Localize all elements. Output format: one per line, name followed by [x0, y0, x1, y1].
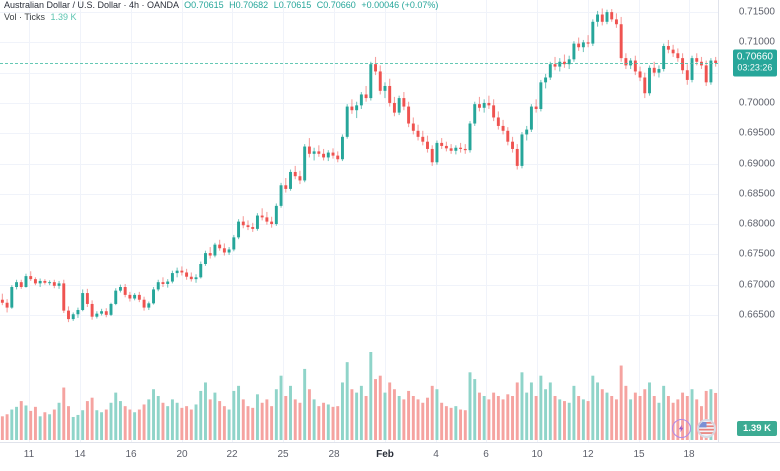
price-scale-label: 0.69000 [738, 158, 775, 169]
ohlc-close: C0.70660 [316, 0, 356, 10]
time-scale-label: 11 [23, 449, 35, 460]
chart-plot-area[interactable] [0, 0, 718, 442]
grid-line-horizontal [0, 163, 718, 165]
grid-line-vertical [436, 0, 437, 442]
time-scale-label: 15 [633, 449, 645, 460]
price-scale-label: 0.71500 [738, 6, 775, 18]
grid-line-horizontal [0, 284, 718, 286]
price-scale-label: 0.67000 [738, 279, 775, 291]
grid-line-vertical [232, 0, 233, 442]
grid-line-horizontal [0, 254, 718, 256]
grid-line-vertical [689, 0, 690, 442]
grid-line-vertical [588, 0, 589, 442]
grid-line-horizontal [0, 12, 718, 14]
candlestick-series [0, 8, 718, 440]
time-scale-label: 10 [531, 449, 543, 460]
price-scale-label: 0.71000 [738, 36, 775, 48]
grid-line-vertical [486, 0, 487, 442]
price-scale-label: 0.70000 [738, 97, 775, 109]
time-scale-label: 28 [328, 449, 340, 460]
time-scale[interactable]: 11 14 16 20 22 25 28 Feb 4 6 10 12 15 18 [0, 442, 780, 471]
time-scale-label: 12 [582, 449, 594, 460]
grid-line-vertical [537, 0, 538, 442]
price-scale-label: 0.69500 [738, 127, 775, 139]
grid-line-vertical [334, 0, 335, 442]
time-scale-label: 14 [74, 449, 86, 460]
price-scale-label: 0.66500 [738, 309, 775, 321]
grid-line-vertical [131, 0, 132, 442]
price-scale-label: 0.68000 [738, 218, 775, 230]
current-price-value: 0.70660 [736, 51, 773, 63]
grid-line-horizontal [0, 102, 718, 104]
time-scale-label: 16 [125, 449, 137, 460]
ohlc-low: L0.70615 [273, 0, 312, 10]
volume-study-title[interactable]: Vol · Ticks [4, 12, 46, 22]
chart-corner-icons [672, 419, 716, 438]
lightning-bolt-icon[interactable] [672, 419, 691, 438]
ohlc-high: H0.70682 [229, 0, 269, 10]
flag-us-icon[interactable] [697, 419, 716, 438]
chart-legend: Australian Dollar / U.S. Dollar · 4h · O… [4, 0, 438, 23]
time-scale-label: 18 [683, 449, 695, 460]
grid-line-vertical [80, 0, 81, 442]
time-scale-label: 25 [277, 449, 289, 460]
grid-line-horizontal [0, 193, 718, 195]
grid-line-horizontal [0, 224, 718, 225]
grid-line-horizontal [0, 314, 718, 316]
symbol-legend-row[interactable]: Australian Dollar / U.S. Dollar · 4h · O… [4, 0, 438, 11]
grid-line-horizontal [0, 72, 718, 74]
grid-line-horizontal [0, 42, 718, 44]
volume-legend-row[interactable]: Vol · Ticks 1.39 K [4, 12, 438, 23]
price-scale[interactable]: 0.715000.710000.705000.700000.695000.690… [718, 0, 780, 442]
price-scale-label: 0.68500 [738, 188, 775, 200]
grid-line-vertical [283, 0, 284, 442]
grid-line-vertical [385, 0, 386, 442]
current-price-badge[interactable]: 0.70660 03:23:26 [732, 49, 777, 77]
ohlc-open: O0.70615 [184, 0, 224, 10]
grid-line-vertical [182, 0, 183, 442]
time-scale-label: 4 [433, 449, 439, 460]
grid-line-horizontal [0, 133, 718, 135]
bar-countdown-timer: 03:23:26 [737, 62, 773, 73]
time-scale-label: 20 [176, 449, 188, 460]
grid-line-vertical [639, 0, 640, 442]
price-scale-label: 0.67500 [738, 248, 775, 260]
symbol-title[interactable]: Australian Dollar / U.S. Dollar · 4h · O… [4, 0, 179, 10]
ohlc-change: +0.00046 (+0.07%) [361, 0, 439, 10]
current-price-line [0, 63, 718, 64]
volume-value-badge[interactable]: 1.39 K [737, 421, 777, 436]
grid-line-vertical [29, 0, 30, 442]
time-scale-label: Feb [376, 449, 394, 460]
time-scale-label: 6 [483, 449, 489, 460]
volume-study-value: 1.39 K [50, 12, 77, 22]
time-scale-label: 22 [226, 449, 238, 460]
